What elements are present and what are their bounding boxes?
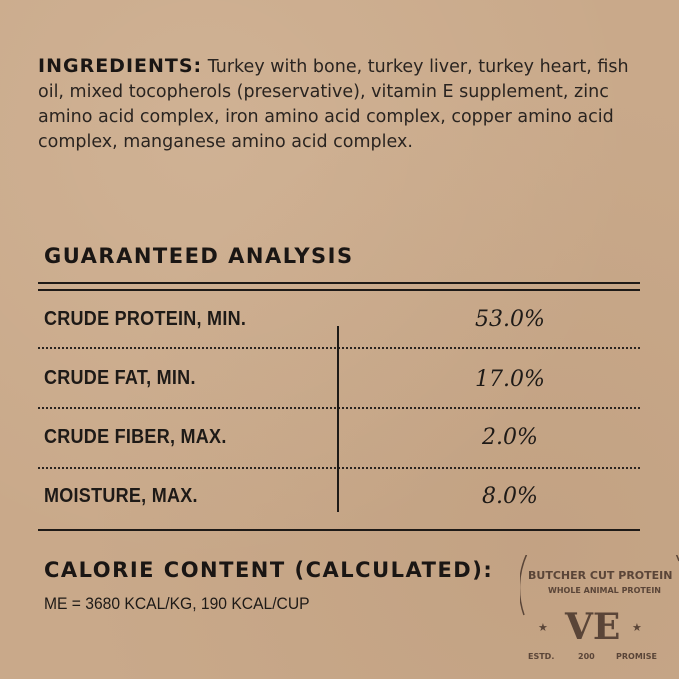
stamp-estd: ESTD.	[528, 652, 554, 661]
row-value: 53.0%	[475, 307, 545, 332]
analysis-title: GUARANTEED ANALYSIS	[44, 244, 354, 268]
divider	[38, 347, 640, 349]
divider	[38, 407, 640, 409]
divider	[38, 529, 640, 531]
row-value: 8.0%	[482, 484, 538, 509]
stamp-outer-text: BUTCHER CUT PROTEIN	[528, 569, 672, 582]
ingredients-block: INGREDIENTS: Turkey with bone, turkey li…	[38, 54, 648, 155]
stamp-promise: PROMISE	[616, 652, 657, 661]
ingredients-text: Turkey with bone, turkey liver, turkey h…	[38, 57, 629, 152]
divider	[38, 289, 640, 291]
row-label: MOISTURE, MAX.	[44, 485, 198, 507]
column-divider	[337, 326, 339, 512]
calorie-text: ME = 3680 KCAL/KG, 190 KCAL/CUP	[44, 594, 310, 613]
stamp-year: 200	[578, 652, 595, 661]
row-label: CRUDE PROTEIN, MIN.	[44, 308, 247, 330]
ingredients-label: INGREDIENTS:	[38, 55, 203, 77]
divider	[38, 467, 640, 469]
stamp-inner-text: WHOLE ANIMAL PROTEIN	[548, 586, 661, 595]
row-value: 2.0%	[482, 425, 538, 450]
row-value: 17.0%	[475, 367, 545, 392]
row-label: CRUDE FAT, MIN.	[44, 367, 196, 389]
row-label: CRUDE FIBER, MAX.	[44, 426, 227, 448]
calorie-title: CALORIE CONTENT (CALCULATED):	[44, 558, 494, 582]
stamp-ring	[520, 555, 679, 616]
star-icon: ★	[538, 621, 548, 634]
brand-stamp-logo: BUTCHER CUT PROTEIN WHOLE ANIMAL PROTEIN…	[520, 555, 679, 661]
stamp-logo-text: VE	[564, 606, 620, 648]
divider	[38, 282, 640, 284]
star-icon: ★	[632, 621, 642, 634]
